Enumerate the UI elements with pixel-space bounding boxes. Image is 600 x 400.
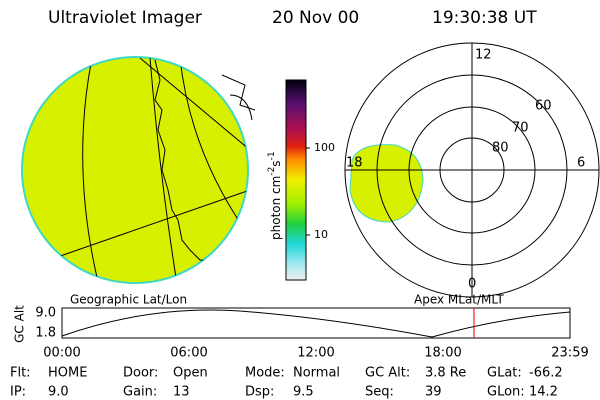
info-label: Dsp:	[245, 385, 274, 400]
info-value: Open	[173, 366, 208, 381]
unit: s	[269, 160, 283, 166]
colorbar-tick-label: 10	[314, 228, 328, 241]
mlt-label: 18	[346, 156, 363, 171]
x-tick-label: 06:00	[170, 346, 207, 361]
y-tick-label: 1.8	[35, 326, 56, 341]
info-value: 9.5	[293, 385, 314, 400]
unit-exp: -1	[267, 151, 277, 160]
info-label: IP:	[10, 385, 26, 400]
x-tick-label: 18:00	[424, 346, 461, 361]
x-tick-label: 23:59	[551, 346, 588, 361]
time: 19:30:38 UT	[432, 8, 537, 28]
x-tick-label: 12:00	[297, 346, 334, 361]
info-value: 9.0	[48, 385, 69, 400]
colorbar	[285, 79, 307, 281]
info-value: 3.8 Re	[425, 366, 466, 381]
mlt-label: 6	[577, 156, 585, 171]
ring-label: 60	[535, 99, 552, 114]
info-label: Seq:	[365, 385, 394, 400]
y-tick-label: 9.0	[35, 306, 56, 321]
unit-exp: -2	[267, 167, 277, 176]
mlt-label: 12	[475, 48, 492, 63]
info-label: Mode:	[245, 366, 285, 381]
caption: Geographic Lat/Lon	[70, 293, 187, 307]
unit: photon cm	[269, 176, 283, 240]
info-label: GLon:	[487, 385, 525, 400]
ring-label: 70	[512, 121, 529, 136]
geographic-image	[21, 56, 256, 284]
date: 20 Nov 00	[272, 8, 359, 28]
mlt-label: 0	[468, 277, 476, 292]
info-label: GLat:	[487, 366, 522, 381]
colorbar-label: photon cm-2s-1	[267, 151, 283, 240]
info-label: Flt:	[10, 366, 31, 381]
x-tick-label: 00:00	[43, 346, 80, 361]
instrument: Ultraviolet Imager	[48, 8, 202, 28]
info-label: Gain:	[123, 385, 157, 400]
info-value: -66.2	[529, 366, 563, 381]
info-value: HOME	[48, 366, 87, 381]
ring-label: 80	[492, 141, 509, 156]
info-value: 39	[425, 385, 442, 400]
altitude-curve	[61, 309, 571, 338]
info-value: 13	[173, 385, 190, 400]
colorbar-tick-label: 100	[314, 141, 335, 154]
info-label: GC Alt:	[365, 366, 410, 381]
polar-plot	[344, 42, 600, 298]
info-value: Normal	[293, 366, 340, 381]
altitude-frame	[61, 307, 571, 339]
altitude-axis-label: GC Alt	[13, 305, 27, 343]
info-label: Door:	[123, 366, 158, 381]
caption: Apex MLat/MLT	[414, 293, 504, 307]
info-value: 14.2	[529, 385, 558, 400]
